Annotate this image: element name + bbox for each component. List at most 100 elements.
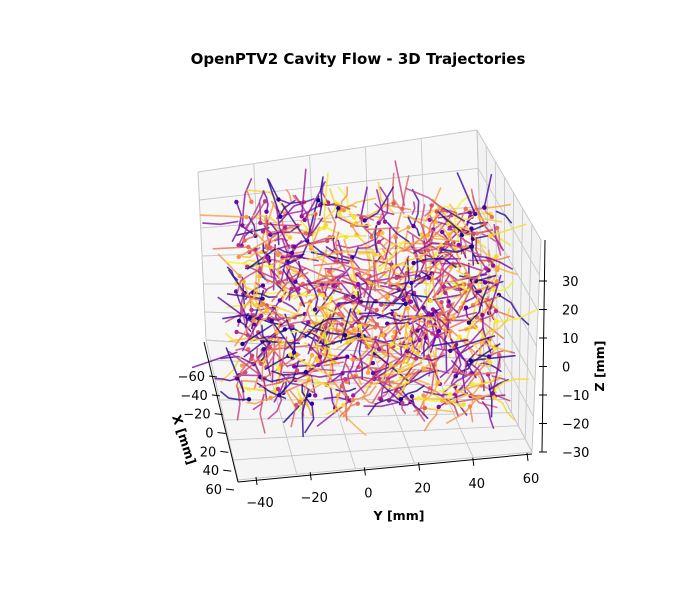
trajectory-line <box>263 224 274 236</box>
trajectory-start-point <box>342 333 348 338</box>
trajectory-line <box>398 365 415 373</box>
trajectory-start-point <box>439 243 444 248</box>
trajectory-line <box>450 359 464 373</box>
trajectory-line <box>214 377 238 382</box>
trajectory-start-point <box>240 223 245 228</box>
trajectory-line <box>278 198 315 224</box>
trajectory-start-point <box>452 367 458 372</box>
trajectory-start-point <box>406 225 411 230</box>
trajectory-line <box>427 244 442 252</box>
trajectory-start-point <box>400 400 405 406</box>
trajectory-line <box>447 300 459 314</box>
trajectory-line <box>443 346 458 385</box>
trajectory-line <box>260 247 271 284</box>
trajectory-line <box>307 319 325 355</box>
trajectory-line <box>428 294 462 302</box>
trajectory-start-point <box>495 265 500 270</box>
trajectory-start-point <box>345 354 350 359</box>
grid-line-floor-x <box>210 359 491 374</box>
trajectory-line <box>420 328 431 351</box>
trajectory-line <box>339 290 355 309</box>
trajectory-start-point <box>289 250 295 256</box>
trajectory-line <box>266 178 282 218</box>
trajectory-start-point <box>382 219 388 224</box>
trajectory-line <box>217 296 257 326</box>
trajectory-line <box>276 258 292 298</box>
trajectory-line <box>306 279 319 311</box>
trajectory-start-point <box>282 327 288 332</box>
trajectory-start-point <box>249 199 254 204</box>
trajectory-line <box>344 376 393 387</box>
trajectory-line <box>412 257 457 269</box>
trajectory-start-point <box>261 347 266 352</box>
axes-layer <box>203 239 546 483</box>
y-tick-mark <box>472 457 475 466</box>
trajectory-line <box>454 194 471 212</box>
trajectory-start-point <box>436 380 441 385</box>
y-axis-label: Y [mm] <box>373 508 425 523</box>
trajectory-line <box>293 217 324 248</box>
trajectory-line <box>406 329 424 349</box>
trajectory-start-point <box>380 230 385 236</box>
trajectory-line <box>390 343 424 361</box>
trajectory-line <box>237 234 277 258</box>
trajectory-start-point <box>406 294 412 300</box>
trajectory-line <box>324 172 329 205</box>
trajectory-line <box>271 271 309 303</box>
trajectory-line <box>263 285 274 295</box>
trajectory-line <box>325 404 345 416</box>
trajectory-start-point <box>351 215 357 220</box>
trajectory-start-point <box>426 248 431 253</box>
trajectory-start-point <box>245 332 250 338</box>
trajectory-start-point <box>294 402 299 408</box>
trajectory-line <box>422 390 445 397</box>
trajectory-line <box>320 198 327 226</box>
trajectory-line <box>290 277 326 290</box>
x-tick-mark <box>225 488 235 491</box>
trajectory-line <box>404 291 423 303</box>
trajectory-line <box>377 186 389 224</box>
trajectory-start-point <box>405 348 410 354</box>
trajectory-line <box>323 274 350 296</box>
trajectory-start-point <box>349 338 354 343</box>
trajectory-line <box>374 203 395 216</box>
trajectory-line <box>317 247 328 280</box>
trajectory-start-point <box>376 347 382 352</box>
trajectory-line <box>355 271 394 305</box>
trajectory-start-point <box>428 298 434 303</box>
trajectory-start-point <box>356 281 361 287</box>
trajectory-start-point <box>494 279 500 284</box>
trajectory-line <box>462 296 497 311</box>
trajectory-line <box>292 194 305 203</box>
trajectory-line <box>457 244 467 259</box>
trajectory-line <box>236 227 270 236</box>
trajectory-line <box>225 333 244 345</box>
trajectory-line <box>358 300 407 305</box>
y-tick-mark <box>418 462 421 471</box>
trajectory-line <box>255 347 262 365</box>
trajectory-start-point <box>446 303 451 309</box>
trajectory-line <box>350 257 360 269</box>
trajectory-line <box>220 355 242 383</box>
trajectory-line <box>365 252 393 280</box>
trajectory-start-point <box>351 393 356 398</box>
trajectory-line <box>430 358 437 395</box>
trajectory-line <box>358 312 402 322</box>
trajectory-line <box>432 255 445 299</box>
trajectory-start-point <box>404 322 409 328</box>
trajectory-line <box>420 271 431 280</box>
trajectory-start-point <box>339 383 344 389</box>
trajectory-start-point <box>336 311 342 317</box>
trajectory-line <box>338 212 372 227</box>
trajectory-start-point <box>422 405 428 411</box>
trajectory-start-point <box>259 302 264 308</box>
trajectory-line <box>466 338 490 363</box>
trajectory-line <box>325 203 351 210</box>
trajectory-start-point <box>440 398 445 403</box>
trajectory-line <box>478 363 492 367</box>
trajectory-start-point <box>268 395 273 400</box>
grid-line-floor-x <box>233 438 526 461</box>
trajectory-line <box>355 371 362 386</box>
trajectory-line <box>269 303 301 317</box>
trajectory-line <box>491 356 501 395</box>
